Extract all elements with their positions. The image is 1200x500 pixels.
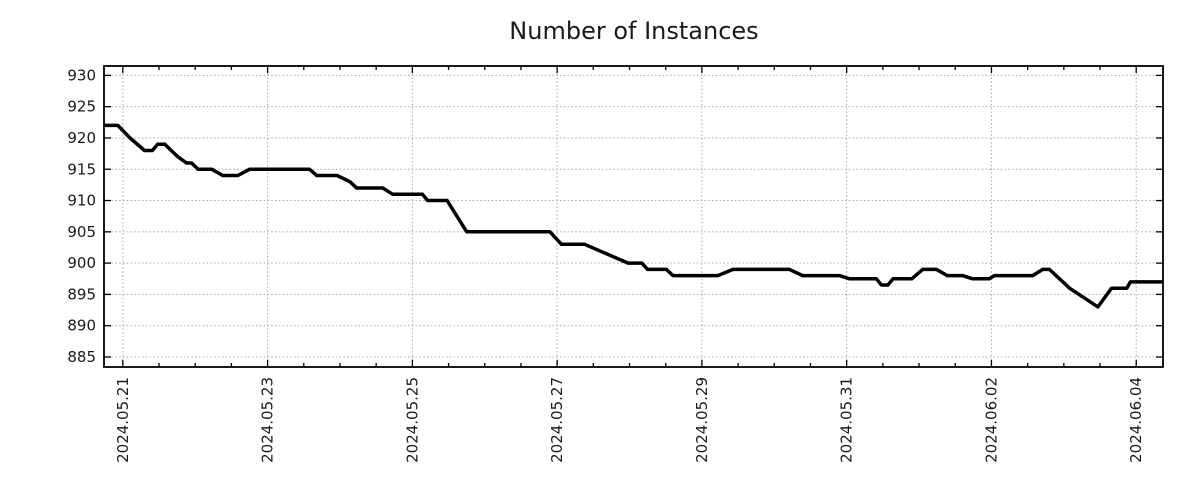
chart-title: Number of Instances — [509, 17, 758, 45]
y-tick-label: 920 — [67, 129, 96, 147]
plot-border — [103, 65, 1164, 368]
y-tick-label: 910 — [67, 192, 96, 210]
x-tick-label: 2024.05.25 — [403, 377, 421, 463]
x-tick-label: 2024.06.04 — [1127, 377, 1145, 463]
x-tick-label: 2024.05.27 — [548, 377, 566, 463]
axes-layer — [103, 65, 1164, 368]
x-tick-label: 2024.05.31 — [838, 377, 856, 463]
x-tick-label: 2024.05.23 — [259, 377, 277, 463]
tick-labels-layer: 885 890 895 900 905 910 915 920 925 930 2024.05.21… — [67, 66, 1145, 463]
x-tick-label: 2024.05.21 — [114, 377, 132, 463]
series-layer — [104, 123, 1163, 309]
x-tick-label: 2024.06.02 — [982, 377, 1000, 463]
y-tick-label: 915 — [67, 160, 96, 178]
y-tick-label: 930 — [67, 66, 96, 84]
x-tick-label: 2024.05.29 — [693, 377, 711, 463]
y-tick-label: 890 — [67, 317, 96, 335]
y-tick-label: 905 — [67, 223, 96, 241]
y-tick-label: 925 — [67, 98, 96, 116]
y-tick-label: 885 — [67, 348, 96, 366]
y-tick-label: 900 — [67, 254, 96, 272]
series-line-instances — [104, 123, 1163, 309]
y-tick-label: 895 — [67, 285, 96, 303]
